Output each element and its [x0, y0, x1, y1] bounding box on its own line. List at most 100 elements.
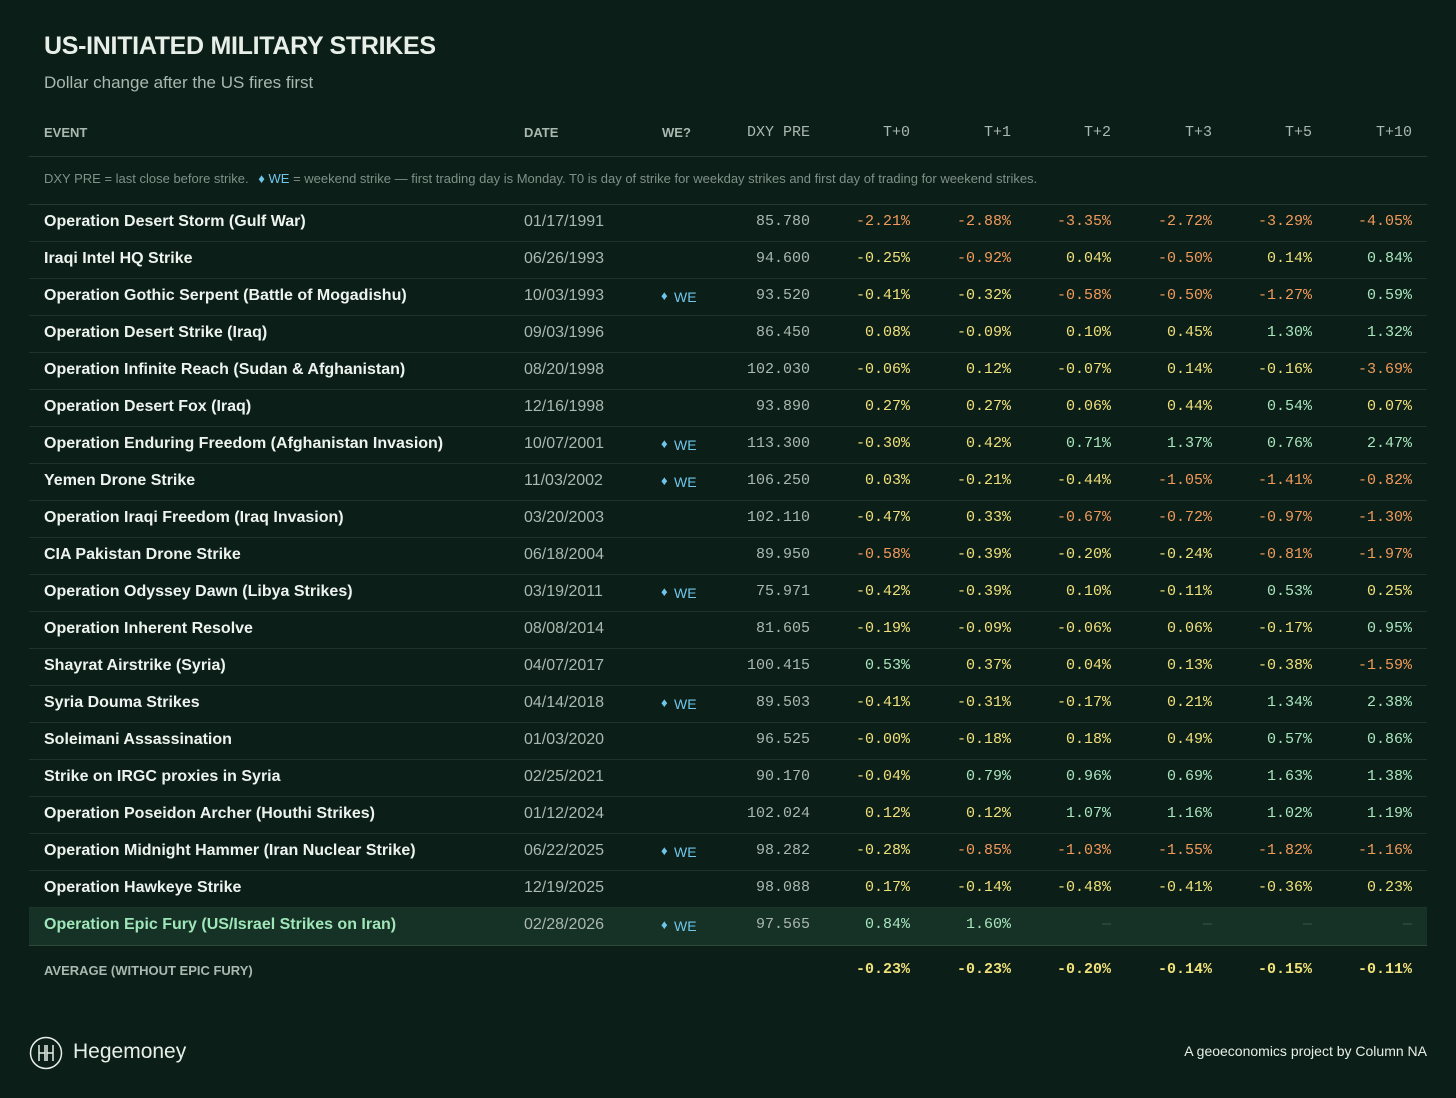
change-cell: -0.09%	[956, 620, 1011, 637]
change-cell: -1.30%	[1357, 509, 1412, 526]
average-cell: -0.15%	[1257, 961, 1312, 978]
dxy-pre: 102.024	[746, 805, 810, 822]
change-cell: -0.07%	[1056, 361, 1111, 378]
change-cell: -0.50%	[1157, 287, 1212, 304]
change-cell: -0.38%	[1257, 657, 1312, 674]
diamond-icon: ♦	[661, 288, 668, 303]
dxy-pre: 85.780	[755, 213, 810, 230]
change-cell: 0.54%	[1266, 398, 1312, 415]
change-cell: -2.88%	[956, 213, 1011, 230]
average-cell: -0.14%	[1157, 961, 1212, 978]
dxy-pre: 106.250	[746, 472, 810, 489]
change-cell: 0.06%	[1065, 398, 1111, 415]
change-cell: 0.59%	[1366, 287, 1412, 304]
diamond-icon: ♦	[661, 695, 668, 710]
weekend-tag: WE	[674, 437, 697, 453]
row-divider	[29, 870, 1427, 871]
dxy-pre: 102.030	[746, 361, 810, 378]
change-cell: -0.36%	[1257, 879, 1312, 896]
change-cell: -4.05%	[1357, 213, 1412, 230]
change-cell: -0.81%	[1257, 546, 1312, 563]
change-cell: 0.42%	[965, 435, 1011, 452]
divider	[29, 156, 1427, 157]
change-cell: -0.85%	[956, 842, 1011, 859]
change-cell: 2.47%	[1366, 435, 1412, 452]
diamond-icon: ♦	[258, 171, 265, 186]
change-cell: 0.12%	[965, 361, 1011, 378]
event-name: Operation Desert Storm (Gulf War)	[44, 213, 306, 230]
change-cell: -1.16%	[1357, 842, 1412, 859]
change-cell: -0.21%	[956, 472, 1011, 489]
dxy-pre: 86.450	[755, 324, 810, 341]
change-cell: -0.32%	[956, 287, 1011, 304]
change-cell: -1.97%	[1357, 546, 1412, 563]
note: DXY PRE = last close before strike. ♦ WE…	[44, 171, 1037, 186]
change-cell: 0.27%	[965, 398, 1011, 415]
change-cell: -0.41%	[855, 694, 910, 711]
change-cell: 0.76%	[1266, 435, 1312, 452]
dxy-pre: 93.520	[755, 287, 810, 304]
date: 08/20/1998	[524, 361, 605, 378]
event-name: Operation Desert Fox (Iraq)	[44, 398, 252, 415]
change-cell: 0.12%	[864, 805, 910, 822]
row-divider	[29, 389, 1427, 390]
row-divider	[29, 500, 1427, 501]
change-cell: 0.07%	[1366, 398, 1412, 415]
change-cell: 0.03%	[864, 472, 910, 489]
date: 04/14/2018	[524, 694, 605, 711]
change-cell: -0.11%	[1157, 583, 1212, 600]
diamond-icon: ♦	[661, 917, 668, 932]
change-cell: -0.41%	[1157, 879, 1212, 896]
credit: A geoeconomics project by Column NA	[1184, 1043, 1427, 1059]
change-cell: -0.67%	[1056, 509, 1111, 526]
change-cell: -0.00%	[855, 731, 910, 748]
event-name: Shayrat Airstrike (Syria)	[44, 657, 226, 674]
date: 06/22/2025	[524, 842, 605, 859]
change-cell: 0.95%	[1366, 620, 1412, 637]
dxy-pre: 97.565	[755, 916, 810, 933]
change-cell: -0.50%	[1157, 250, 1212, 267]
event-name: Operation Inherent Resolve	[44, 620, 253, 637]
change-cell: -0.41%	[855, 287, 910, 304]
diamond-icon: ♦	[661, 473, 668, 488]
change-cell: -3.69%	[1357, 361, 1412, 378]
event-name: Iraqi Intel HQ Strike	[44, 250, 193, 267]
event-name: Operation Gothic Serpent (Battle of Moga…	[44, 287, 407, 304]
date: 12/16/1998	[524, 398, 605, 415]
row-divider	[29, 463, 1427, 464]
change-cell: 0.13%	[1166, 657, 1212, 674]
weekend-tag: WE	[674, 289, 697, 305]
change-cell: 2.38%	[1366, 694, 1412, 711]
change-cell: -0.48%	[1056, 879, 1111, 896]
change-cell: -2.21%	[855, 213, 910, 230]
dxy-pre: 89.950	[755, 546, 810, 563]
event-name: Operation Infinite Reach (Sudan & Afghan…	[44, 361, 406, 378]
change-cell: -0.72%	[1157, 509, 1212, 526]
event-name: Soleimani Assassination	[44, 731, 232, 748]
dxy-pre: 81.605	[755, 620, 810, 637]
event-name: Operation Iraqi Freedom (Iraq Invasion)	[44, 509, 344, 526]
note-text: DXY PRE = last close before strike.	[44, 171, 249, 186]
change-cell: 0.53%	[1266, 583, 1312, 600]
change-cell: -0.25%	[855, 250, 910, 267]
column-header: DATE	[524, 125, 559, 140]
change-cell: 0.06%	[1166, 620, 1212, 637]
change-cell: -1.82%	[1257, 842, 1312, 859]
change-cell: -0.30%	[855, 435, 910, 452]
change-cell: -0.09%	[956, 324, 1011, 341]
change-cell: 0.79%	[965, 768, 1011, 785]
change-cell: -0.47%	[855, 509, 910, 526]
row-divider	[29, 241, 1427, 242]
change-cell: -3.35%	[1056, 213, 1111, 230]
change-cell: 0.86%	[1366, 731, 1412, 748]
event-name: Operation Midnight Hammer (Iran Nuclear …	[44, 842, 416, 859]
change-cell: 0.96%	[1065, 768, 1111, 785]
event-name: Operation Enduring Freedom (Afghanistan …	[44, 435, 444, 452]
dxy-pre: 98.088	[755, 879, 810, 896]
change-cell: -0.16%	[1257, 361, 1312, 378]
change-cell: -1.27%	[1257, 287, 1312, 304]
change-cell: 1.63%	[1266, 768, 1312, 785]
dxy-pre: 89.503	[755, 694, 810, 711]
date: 09/03/1996	[524, 324, 605, 341]
